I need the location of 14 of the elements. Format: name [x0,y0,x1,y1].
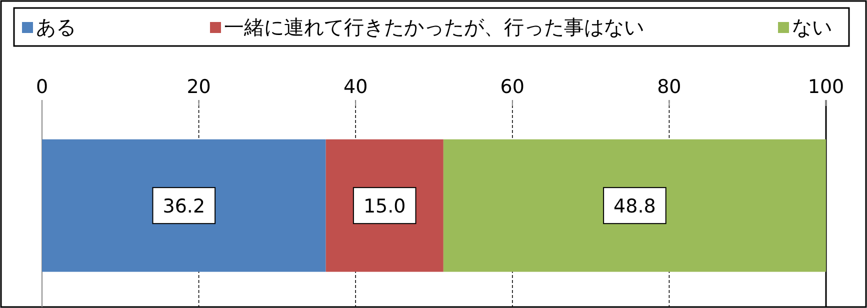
x-tick-label: 60 [500,76,524,98]
x-tick-label: 40 [344,76,368,98]
x-tick-label: 20 [186,76,211,98]
data-label: 15.0 [363,196,406,218]
x-tick-label: 100 [808,76,844,98]
data-label: 36.2 [162,196,206,218]
legend-label: ない [792,15,832,39]
bar [443,139,826,272]
legend-label: 一緒に連れて行きたかったが、行った事はない [224,15,644,39]
x-tick-label: 80 [657,76,682,98]
legend-label: ある [36,15,76,39]
bar [42,139,326,272]
x-tick-label: 0 [36,76,48,98]
data-label: 48.8 [614,196,656,218]
